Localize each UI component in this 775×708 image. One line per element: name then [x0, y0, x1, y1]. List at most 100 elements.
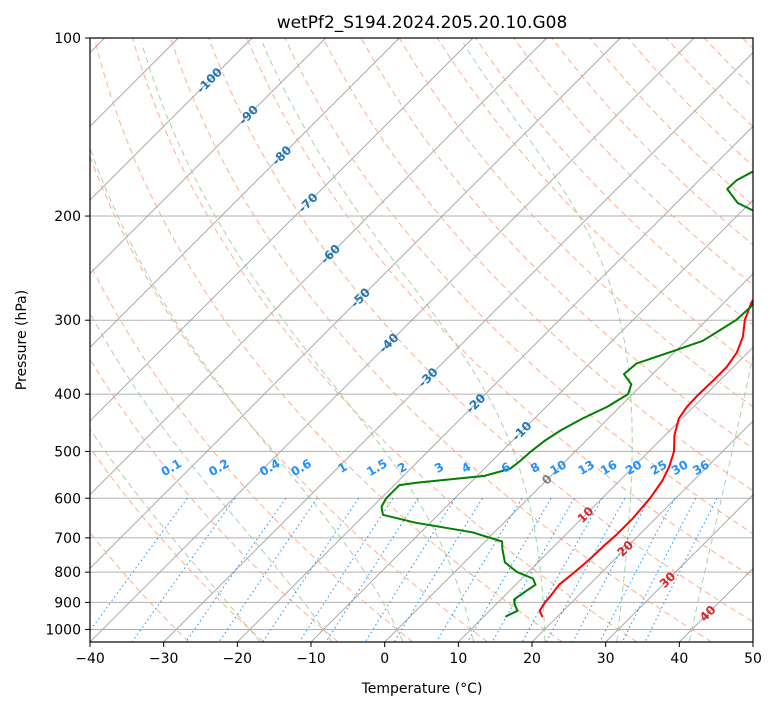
dewpoint-data-point [416, 482, 418, 484]
series-layer [380, 167, 771, 618]
moist-adiabat [90, 311, 333, 642]
mixing-ratio-line [262, 498, 360, 642]
x-tick-label: 50 [744, 651, 762, 667]
isotherm-gridline [458, 346, 753, 642]
temperature-data-point [763, 283, 765, 285]
dewpoint-profile-line [380, 170, 753, 618]
dewpoint-data-point [530, 451, 532, 453]
temperature-data-point [662, 480, 664, 482]
temperature-data-point [736, 351, 738, 353]
dewpoint-data-point [623, 373, 625, 375]
isotherm-gridline [237, 125, 753, 642]
dewpoint-data-point [758, 292, 760, 294]
y-tick-label: 700 [54, 531, 81, 547]
mixing-ratio-line [185, 498, 287, 642]
x-tick-label: 0 [380, 651, 389, 667]
dewpoint-data-point [505, 615, 507, 617]
y-tick-label: 900 [54, 595, 81, 611]
dewpoint-data-point [769, 262, 771, 264]
dewpoint-data-point [763, 215, 765, 217]
plot-area: 0.1 0.2 0.4 0.6 1 1.5 2 3 4 6 8 10 13 16 20 25 30 36-100-… [89, 37, 771, 643]
mixing-ratio-line [599, 498, 676, 642]
mixing-ratio-line [467, 498, 552, 642]
temperature-profile-line [538, 298, 753, 618]
dewpoint-data-point [630, 383, 632, 385]
isotherm-gridline [90, 38, 621, 569]
temperature-data-point [541, 615, 543, 617]
dewpoint-data-point [484, 475, 486, 477]
dewpoint-data-point [535, 584, 537, 586]
dewpoint-data-point [726, 188, 728, 190]
mixing-ratio-line [435, 498, 523, 642]
dewpoint-data-point [519, 461, 521, 463]
dewpoint-data-point [763, 281, 765, 283]
x-tick-label: 30 [597, 651, 615, 667]
moist-adiabat [141, 42, 475, 642]
mixing-ratio-line [218, 498, 318, 642]
temperature-data-point [742, 336, 744, 338]
grid-layer [90, 38, 753, 642]
temperature-data-point [631, 518, 633, 520]
dewpoint-data-point [516, 571, 518, 573]
isotherm-gridline [90, 38, 547, 496]
dewpoint-data-point [544, 440, 546, 442]
x-axis: −40 −30 −20 −10 0 10 20 30 40 50 [75, 642, 762, 667]
dewpoint-data-point [513, 599, 515, 601]
dewpoint-data-point [514, 604, 516, 606]
x-tick-label: −30 [149, 651, 179, 667]
x-tick-label: 20 [523, 651, 541, 667]
mixing-ratio-line [644, 498, 718, 642]
x-axis-label: Temperature (°C) [361, 681, 483, 697]
dewpoint-data-point [381, 506, 383, 508]
isotherm-gridline [90, 38, 326, 275]
isotherm-gridline [90, 38, 400, 348]
dry-adiabat [170, 38, 712, 642]
dewpoint-data-point [735, 319, 737, 321]
moist-adiabat [688, 353, 753, 642]
x-tick-label: −40 [75, 651, 105, 667]
dewpoint-data-point [758, 167, 760, 169]
temperature-data-point [726, 366, 728, 368]
dewpoint-data-point [517, 610, 519, 612]
temperature-data-point [589, 558, 591, 560]
isotherm-gridline [163, 52, 753, 642]
isotherm-gridline [752, 641, 753, 642]
temperature-data-point [686, 406, 688, 408]
x-tick-label: −10 [296, 651, 326, 667]
dewpoint-data-point [504, 561, 506, 563]
y-tick-label: 800 [54, 565, 81, 581]
y-tick-label: 600 [54, 491, 81, 507]
plot-background [90, 38, 753, 642]
mixing-ratio-line [325, 498, 419, 642]
y-tick-label: 500 [54, 444, 81, 460]
moist-adiabat [462, 42, 633, 642]
isotherm-gridline [531, 420, 753, 642]
y-tick-label: 1000 [45, 622, 81, 638]
isotherm-gridline [90, 38, 474, 422]
x-tick-label: 10 [449, 651, 467, 667]
isotherm-gridline [384, 273, 753, 642]
dry-adiabat [90, 262, 414, 642]
dewpoint-data-point [750, 306, 752, 308]
moist-adiabat [262, 42, 546, 642]
temperature-data-point [698, 393, 700, 395]
temperature-data-point [539, 610, 541, 612]
dry-adiabat [475, 38, 753, 326]
dewpoint-data-point [636, 363, 638, 365]
dewpoint-data-point [501, 548, 503, 550]
dry-adiabat [208, 38, 753, 623]
isotherm-gridline [90, 38, 253, 201]
y-tick-label: 400 [54, 387, 81, 403]
dewpoint-data-point [737, 202, 739, 204]
dewpoint-data-point [471, 531, 473, 533]
dewpoint-data-point [702, 340, 704, 342]
dewpoint-data-point [415, 522, 417, 524]
mixing-ratio-line [621, 498, 697, 642]
y-axis: 100 200 300 400 500 600 700 800 900 1000 [45, 31, 90, 638]
mixing-ratio-line [131, 498, 236, 642]
mixing-ratio-line [298, 498, 394, 642]
dewpoint-data-point [668, 351, 670, 353]
dry-adiabat [93, 38, 563, 642]
y-tick-label: 200 [54, 209, 81, 225]
